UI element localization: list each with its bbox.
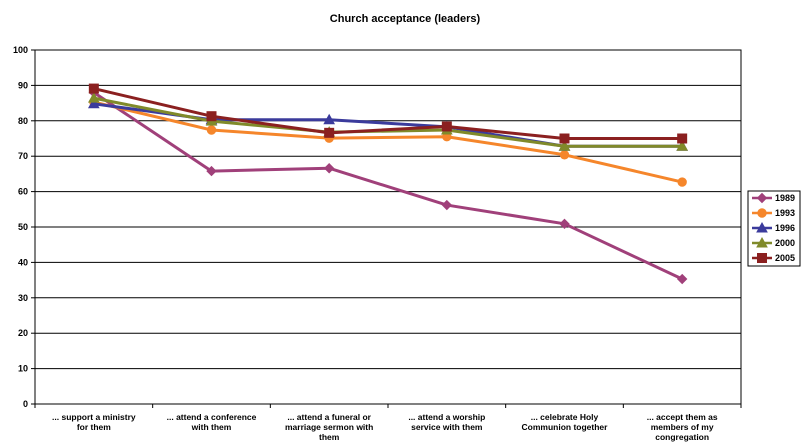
data-point-1989 — [441, 199, 453, 211]
x-category-label: ... celebrate Holy Communion together — [522, 412, 609, 432]
x-category-label: ... support a ministry for them — [52, 412, 136, 432]
y-tick-label: 90 — [18, 80, 28, 90]
series-line-2005 — [93, 87, 683, 140]
data-point-1989 — [676, 273, 688, 285]
x-category-label-line: them — [319, 432, 340, 442]
data-point-1993 — [677, 177, 687, 187]
data-point-1996 — [323, 113, 336, 125]
gridlines — [35, 84, 741, 370]
legend-item-1989: 1989 — [752, 192, 795, 204]
legend-marker — [757, 208, 767, 218]
x-category-label: ... attend a funeral or marriage sermon w… — [285, 412, 373, 442]
data-point-1989 — [559, 218, 570, 230]
legend-label: 1993 — [775, 208, 795, 218]
y-tick-label: 30 — [18, 293, 28, 303]
series-line-1993 — [93, 100, 683, 184]
legend-marker — [756, 236, 768, 248]
x-category-label-line: Communion together — [522, 422, 609, 432]
x-category-label-line: for them — [77, 422, 111, 432]
legend-label: 2000 — [775, 238, 795, 248]
data-point-2005 — [559, 133, 570, 144]
x-axis: ... support a ministry for them ... attend… — [34, 404, 742, 442]
x-category-label-line: congregation — [655, 432, 709, 442]
data-point-2005 — [677, 133, 688, 144]
y-tick-label: 40 — [18, 257, 28, 267]
legend-item-2000: 2000 — [752, 236, 795, 248]
y-tick-label: 70 — [18, 151, 28, 161]
x-category-label-line: marriage sermon with — [285, 422, 373, 432]
legend-marker — [756, 221, 768, 233]
legend-marker — [756, 192, 768, 204]
data-point-2000 — [558, 140, 571, 151]
x-category-label-line: service with them — [411, 422, 483, 432]
x-category-label-line: with them — [191, 422, 232, 432]
series-1993 — [89, 97, 687, 187]
y-tick-label: 60 — [18, 187, 28, 197]
data-point-1996 — [87, 97, 100, 109]
legend-item-1993: 1993 — [752, 208, 795, 218]
series-1996 — [87, 97, 689, 151]
legend-item-1996: 1996 — [752, 221, 795, 233]
x-category-label-line: ... attend a funeral or — [287, 412, 371, 422]
legend-label: 1989 — [775, 193, 795, 203]
data-point-1989 — [323, 163, 335, 174]
x-category-label: ... accept them as members of my congregat… — [647, 412, 718, 442]
series-line-1989 — [93, 91, 683, 281]
y-tick-label: 10 — [18, 364, 28, 374]
x-category-label: ... attend a worship service with them — [408, 412, 485, 432]
y-tick-label: 20 — [18, 328, 28, 338]
series-group — [87, 83, 689, 285]
x-category-label-line: ... accept them as — [647, 412, 718, 422]
data-point-2005 — [88, 83, 99, 94]
series-1989 — [88, 87, 688, 285]
chart-title: Church acceptance (leaders) — [330, 13, 481, 25]
y-tick-label: 100 — [13, 45, 28, 55]
y-tick-label: 80 — [18, 116, 28, 126]
data-point-2005 — [206, 111, 217, 122]
data-point-2000 — [676, 140, 689, 151]
x-category-label-line: members of my — [651, 422, 714, 432]
legend-label: 1996 — [775, 223, 795, 233]
x-category-label-line: ... celebrate Holy — [531, 412, 599, 422]
x-category-label-line: ... support a ministry — [52, 412, 136, 422]
series-2005 — [88, 83, 688, 144]
x-category-label: ... attend a conference with them — [167, 412, 257, 432]
data-point-1989 — [206, 165, 217, 177]
legend-label: 2005 — [775, 253, 795, 263]
data-point-2005 — [441, 121, 452, 132]
x-category-label-line: ... attend a conference — [167, 412, 257, 422]
legend-item-2005: 2005 — [752, 253, 795, 263]
data-point-2000 — [87, 92, 100, 103]
x-category-label-line: ... attend a worship — [408, 412, 485, 422]
legend: 1989 1993 1996 2000 2005 — [747, 190, 801, 267]
legend-marker — [757, 253, 767, 263]
data-point-1993 — [206, 125, 217, 135]
y-tick-label: 50 — [18, 222, 28, 232]
data-point-2005 — [324, 127, 335, 138]
y-tick-label: 0 — [23, 399, 28, 409]
y-axis: 0 10 20 30 40 50 60 70 80 90 100 — [13, 45, 35, 409]
data-point-1993 — [559, 150, 570, 160]
